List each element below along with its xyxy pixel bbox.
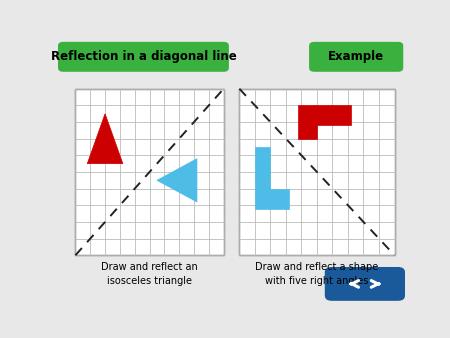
Text: Reflection in a diagonal line: Reflection in a diagonal line <box>50 50 236 63</box>
Polygon shape <box>87 114 123 164</box>
Bar <box>239 89 395 255</box>
Bar <box>76 89 224 255</box>
Text: Draw and reflect a shape
with five right angles: Draw and reflect a shape with five right… <box>255 262 378 286</box>
Polygon shape <box>298 105 351 139</box>
FancyBboxPatch shape <box>58 42 229 72</box>
FancyBboxPatch shape <box>325 267 405 301</box>
Polygon shape <box>255 147 289 209</box>
Polygon shape <box>157 159 197 202</box>
Text: Draw and reflect an
isosceles triangle: Draw and reflect an isosceles triangle <box>101 262 198 286</box>
Text: Example: Example <box>328 50 384 63</box>
FancyBboxPatch shape <box>309 42 403 72</box>
